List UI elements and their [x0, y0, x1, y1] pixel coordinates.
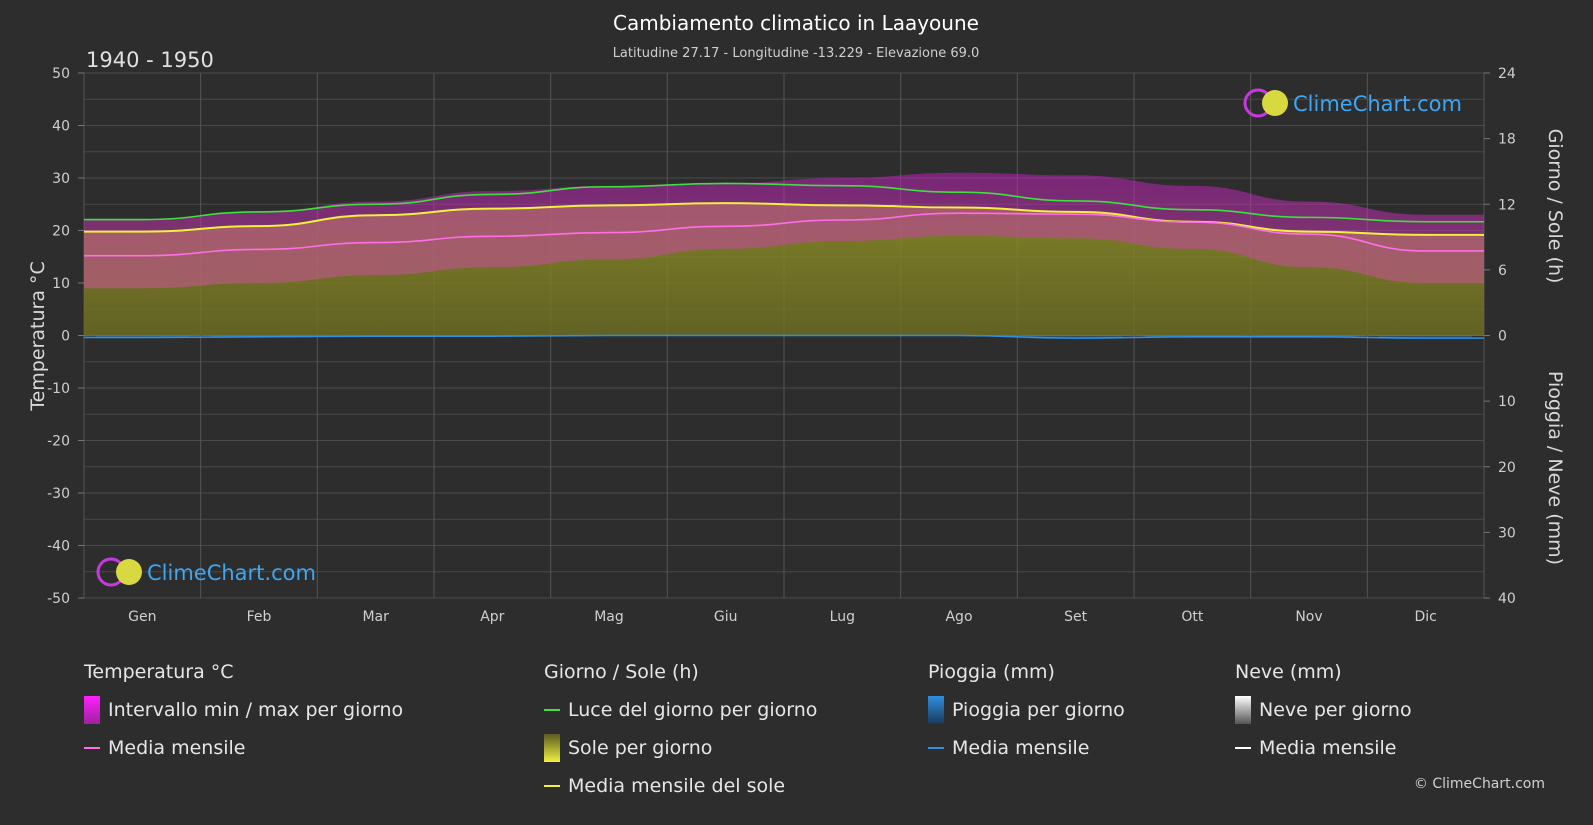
range-swatch: [84, 696, 100, 724]
brand-text-top: ClimeChart.com: [1293, 92, 1462, 116]
legend-title-sun: Giorno / Sole (h): [544, 661, 699, 683]
legend-label: Media mensile: [952, 737, 1090, 759]
legend-snow: Neve (mm) Neve per giorno Media mensile: [1235, 660, 1412, 774]
month-label: Gen: [128, 609, 156, 625]
month-label: Apr: [480, 609, 504, 625]
right-tick-label: 18: [1498, 132, 1516, 148]
copyright: © ClimeChart.com: [1413, 776, 1545, 792]
legend-item: Intervallo min / max per giorno: [84, 696, 404, 724]
logo-sun-icon: [116, 559, 142, 585]
month-label: Mar: [362, 609, 389, 625]
legend-temperature: Temperatura °C Intervallo min / max per …: [84, 660, 403, 774]
legend-item: Media mensile del sole: [544, 774, 817, 798]
month-label: Mag: [594, 609, 624, 625]
brand-logo-bottom: ClimeChart.com: [96, 557, 316, 587]
legend-item: Sole per giorno: [544, 734, 817, 762]
left-tick-label: 40: [52, 119, 70, 135]
right-axis-top-label: Giorno / Sole (h): [1544, 129, 1566, 284]
left-tick-label: -30: [47, 486, 70, 502]
rain-bar: [95, 335, 189, 338]
left-tick-label: -20: [47, 434, 70, 450]
right-axis-bottom-label: Pioggia / Neve (mm): [1544, 371, 1566, 565]
left-tick-label: 20: [52, 224, 70, 240]
left-tick-label: -10: [47, 381, 70, 397]
legend-item: Media mensile: [1235, 736, 1412, 760]
temperature-mean-line: [84, 212, 1484, 257]
rain-mean-swatch: [928, 747, 944, 749]
temp-mean-swatch: [84, 747, 100, 749]
month-tick-labels: Gen Feb Mar Apr Mag Giu Lug Ago Set Ott Nov Dic: [128, 609, 1437, 625]
legend-label: Sole per giorno: [568, 737, 713, 759]
sunshine-mean-line: [83, 202, 1484, 236]
month-label: Ago: [945, 609, 972, 625]
legend-item: Media mensile: [928, 736, 1125, 760]
legend-title-rain: Pioggia (mm): [928, 661, 1055, 683]
right-tick-label: 30: [1498, 525, 1516, 541]
legend-label: Media mensile: [1259, 737, 1397, 759]
month-label: Feb: [247, 609, 272, 625]
daylight-line: [84, 182, 1484, 223]
right-tick-label: 6: [1498, 263, 1507, 279]
legend-label: Neve per giorno: [1259, 699, 1412, 721]
legend-label: Intervallo min / max per giorno: [108, 699, 404, 721]
legend-label: Media mensile: [108, 737, 246, 759]
left-axis-ticks: 50 40 30 20 10 0 -10 -20 -30 -40 -50: [47, 66, 84, 607]
chart-subtitle: Latitudine 27.17 - Longitudine -13.229 -…: [613, 46, 980, 61]
series-lines: [83, 182, 1484, 339]
right-axis-ticks: 24 18 12 6 0 10 20 30 40: [1484, 66, 1516, 607]
left-tick-label: -50: [47, 591, 70, 607]
temperature-range-fill: [84, 172, 1484, 289]
daylight-swatch: [544, 709, 560, 711]
sunshine-mean-swatch: [544, 785, 560, 787]
chart-title: Cambiamento climatico in Laayoune: [613, 11, 979, 35]
legend-title-temperature: Temperatura °C: [84, 661, 234, 683]
right-tick-label: 0: [1498, 329, 1507, 345]
month-label: Ott: [1181, 609, 1204, 625]
legend-item: Neve per giorno: [1235, 696, 1412, 724]
logo-sun-icon: [1262, 90, 1288, 116]
period-label: 1940 - 1950: [86, 48, 214, 72]
legend-item: Pioggia per giorno: [928, 696, 1125, 724]
temperature-range-area: [84, 172, 1484, 289]
legend-item: Media mensile: [84, 736, 403, 760]
legend-rain: Pioggia (mm) Pioggia per giorno Media me…: [928, 660, 1125, 774]
month-label: Set: [1064, 609, 1088, 625]
legend-title-snow: Neve (mm): [1235, 661, 1342, 683]
legend-label: Luce del giorno per giorno: [568, 699, 818, 721]
month-label: Giu: [714, 609, 738, 625]
sunshine-swatch: [544, 734, 560, 762]
rain-bar: [1379, 335, 1473, 339]
right-tick-label: 12: [1498, 197, 1516, 213]
right-tick-label: 10: [1498, 394, 1516, 410]
legend-label: Pioggia per giorno: [952, 699, 1125, 721]
rain-swatch: [928, 696, 944, 724]
left-tick-label: 10: [52, 276, 70, 292]
right-tick-label: 24: [1498, 66, 1516, 82]
brand-text-bottom: ClimeChart.com: [147, 561, 316, 585]
month-label: Nov: [1295, 609, 1322, 625]
left-tick-label: 0: [61, 329, 70, 345]
left-axis-label: Temperatura °C: [27, 261, 49, 412]
left-tick-label: 50: [52, 66, 70, 82]
climate-chart: Cambiamento climatico in Laayoune Latitu…: [27, 11, 1566, 625]
left-tick-label: -40: [47, 539, 70, 555]
right-tick-label: 20: [1498, 460, 1516, 476]
rain-mean-line: [83, 334, 1484, 339]
snow-mean-swatch: [1235, 747, 1251, 749]
rain-bar: [1029, 335, 1123, 339]
legend-sun: Giorno / Sole (h) Luce del giorno per gi…: [544, 660, 817, 812]
month-label: Dic: [1414, 609, 1436, 625]
snow-swatch: [1235, 696, 1251, 724]
left-tick-label: 30: [52, 171, 70, 187]
right-tick-label: 40: [1498, 591, 1516, 607]
legend-item: Luce del giorno per giorno: [544, 698, 817, 722]
month-label: Lug: [830, 609, 855, 625]
brand-logo-top: ClimeChart.com: [1243, 88, 1462, 118]
legend-label: Media mensile del sole: [568, 775, 786, 797]
